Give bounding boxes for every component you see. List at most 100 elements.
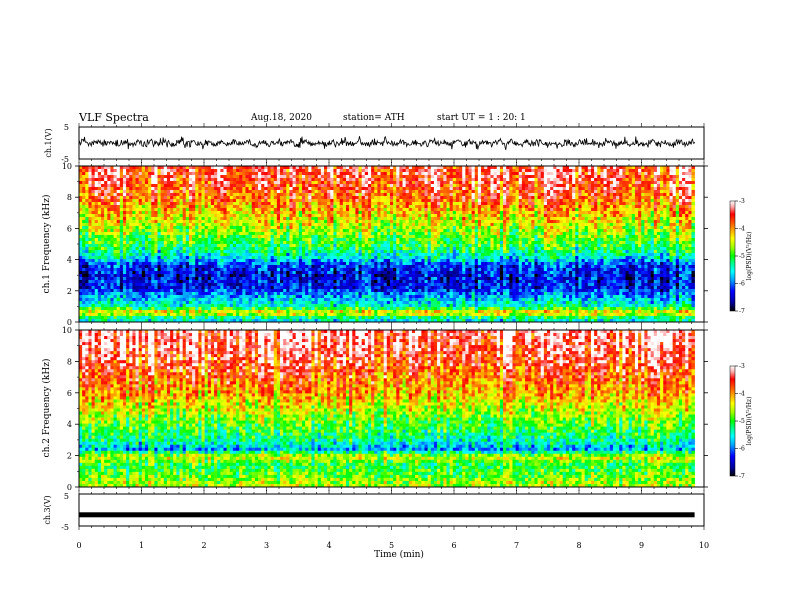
spectrogram-cell xyxy=(688,193,691,196)
spectrogram-cell xyxy=(98,220,101,223)
spectrogram-cell xyxy=(145,181,148,184)
spectrogram-cell xyxy=(635,181,638,184)
spectrogram-cell xyxy=(651,217,654,220)
spectrogram-cell xyxy=(330,175,333,178)
spectrogram-cell xyxy=(114,205,117,208)
spectrogram-cell xyxy=(446,226,449,229)
spectrogram-cell xyxy=(456,223,459,226)
spectrogram-cell xyxy=(261,187,264,190)
spectrogram-cell xyxy=(271,178,274,181)
spectrogram-cell xyxy=(648,187,651,190)
spectrogram-cell xyxy=(594,190,597,193)
spectrogram-cell xyxy=(132,169,135,172)
spectrogram-cell xyxy=(180,238,183,241)
spectrogram-cell xyxy=(468,238,471,241)
spectrogram-cell xyxy=(148,172,151,175)
spectrogram-cell xyxy=(626,214,629,217)
spectrogram-cell xyxy=(641,187,644,190)
spectrogram-cell xyxy=(255,223,258,226)
spectrogram-cell xyxy=(132,220,135,223)
spectrogram-cell xyxy=(286,214,289,217)
spectrogram-cell xyxy=(434,223,437,226)
spectrogram-cell xyxy=(544,232,547,235)
spectrogram-cell xyxy=(575,229,578,232)
spectrogram-cell xyxy=(691,181,694,184)
spectrogram-cell xyxy=(547,196,550,199)
spectrogram-cell xyxy=(333,214,336,217)
spectrogram-cell xyxy=(428,190,431,193)
spectrogram-cell xyxy=(88,202,91,205)
spectrogram-cell xyxy=(271,169,274,172)
spectrogram-cell xyxy=(110,202,113,205)
spectrogram-cell xyxy=(475,193,478,196)
spectrogram-cell xyxy=(217,190,220,193)
spectrogram-cell xyxy=(104,184,107,187)
spectrogram-cell xyxy=(443,211,446,214)
spectrogram-cell xyxy=(274,184,277,187)
spectrogram-cell xyxy=(663,232,666,235)
spectrogram-cell xyxy=(126,196,129,199)
spectrogram-cell xyxy=(123,211,126,214)
spectrogram-cell xyxy=(685,211,688,214)
spectrogram-cell xyxy=(500,232,503,235)
spectrogram-cell xyxy=(267,232,270,235)
spectrogram-cell xyxy=(670,205,673,208)
spectrogram-cell xyxy=(299,238,302,241)
spectrogram-cell xyxy=(437,220,440,223)
spectrogram-cell xyxy=(321,223,324,226)
spectrogram-cell xyxy=(79,199,82,202)
spectrogram-cell xyxy=(626,187,629,190)
spectrogram-cell xyxy=(679,235,682,238)
spectrogram-cell xyxy=(516,202,519,205)
spectrogram-cell xyxy=(616,187,619,190)
spectrogram-cell xyxy=(456,217,459,220)
spectrogram-cell xyxy=(459,220,462,223)
spectrogram-cell xyxy=(575,208,578,211)
spectrogram-cell xyxy=(641,226,644,229)
spectrogram-cell xyxy=(434,220,437,223)
spectrogram-cell xyxy=(563,169,566,172)
spectrogram-cell xyxy=(560,211,563,214)
spectrogram-cell xyxy=(591,187,594,190)
spectrogram-cell xyxy=(264,178,267,181)
spectrogram-cell xyxy=(346,226,349,229)
spectrogram-cell xyxy=(117,190,120,193)
spectrogram-cell xyxy=(242,199,245,202)
spectrogram-cell xyxy=(368,238,371,241)
spectrogram-cell xyxy=(657,220,660,223)
spectrogram-cell xyxy=(509,220,512,223)
spectrogram-cell xyxy=(648,229,651,232)
spectrogram-cell xyxy=(315,223,318,226)
spectrogram-cell xyxy=(594,205,597,208)
spectrogram-cell xyxy=(541,190,544,193)
spectrogram-cell xyxy=(443,169,446,172)
spectrogram-cell xyxy=(516,208,519,211)
spectrogram-cell xyxy=(396,181,399,184)
spectrogram-cell xyxy=(613,184,616,187)
spectrogram-cell xyxy=(648,178,651,181)
spectrogram-cell xyxy=(343,232,346,235)
spectrogram-cell xyxy=(377,208,380,211)
spectrogram-cell xyxy=(340,226,343,229)
spectrogram-cell xyxy=(283,202,286,205)
spectrogram-cell xyxy=(465,214,468,217)
spectrogram-cell xyxy=(280,190,283,193)
spectrogram-cell xyxy=(547,223,550,226)
spectrogram-cell xyxy=(412,178,415,181)
spectrogram-cell xyxy=(544,226,547,229)
spectrogram-cell xyxy=(330,184,333,187)
spectrogram-cell xyxy=(688,229,691,232)
spectrogram-cell xyxy=(227,169,230,172)
spectrogram-cell xyxy=(183,220,186,223)
spectrogram-cell xyxy=(107,190,110,193)
spectrogram-cell xyxy=(613,199,616,202)
spectrogram-cell xyxy=(641,184,644,187)
spectrogram-cell xyxy=(384,187,387,190)
spectrogram-cell xyxy=(154,232,157,235)
spectrogram-cell xyxy=(682,217,685,220)
spectrogram-cell xyxy=(641,205,644,208)
spectrogram-cell xyxy=(651,205,654,208)
spectrogram-cell xyxy=(582,169,585,172)
spectrogram-cell xyxy=(412,169,415,172)
spectrogram-cell xyxy=(406,172,409,175)
